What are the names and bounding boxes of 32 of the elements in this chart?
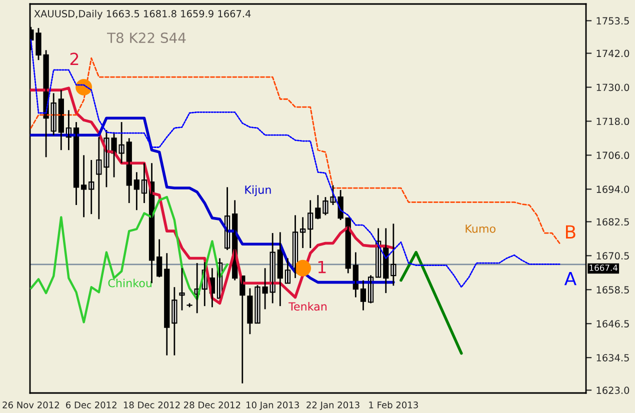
- x-tick-label: 1 Feb 2013: [369, 401, 418, 408]
- annotation: T8 K22 S44: [107, 32, 186, 44]
- y-tick-label: 1753.5: [596, 17, 629, 25]
- y-tick-label: 1682.5: [596, 218, 629, 226]
- series-label: Chinkou: [108, 278, 152, 288]
- text: Kijun: [245, 185, 271, 196]
- y-tick-label: 1670.5: [596, 252, 629, 260]
- y-tick-label: 1634.5: [596, 354, 629, 362]
- y-tick-label: 1742.0: [596, 50, 630, 58]
- series-label: B: [566, 225, 576, 238]
- series-label: A: [564, 272, 576, 286]
- y-tick-label: 1694.0: [596, 186, 630, 193]
- x-tick-label: 28 Dec 2012: [184, 401, 240, 408]
- text: XAUUSD,Daily 1663.5 1681.8 1659.9 1667.4: [34, 10, 251, 20]
- y-tick-label: 1706.0: [596, 152, 630, 160]
- line-series: [30, 196, 228, 324]
- x-tick-label: 26 Nov 2012: [2, 401, 59, 408]
- x-tick-label: 10 Jan 2013: [246, 401, 299, 410]
- candlestick: [179, 267, 185, 312]
- y-tick-label: 1658.5: [596, 286, 629, 294]
- annotation: Kumo: [466, 224, 496, 233]
- ref-line-label: 1667.4: [590, 264, 618, 271]
- annotation: 2: [70, 52, 78, 66]
- y-tick-label: 1623.0: [596, 386, 630, 394]
- x-tick-label: 18 Dec 2012: [124, 401, 180, 408]
- y-tick-label: 1718.0: [596, 118, 630, 126]
- x-tick-label: 6 Dec 2012: [66, 401, 116, 408]
- x-tick-label: 22 Jan 2013: [306, 401, 360, 410]
- annotation: 1: [318, 260, 326, 274]
- y-tick-label: 1730.0: [596, 84, 630, 92]
- y-tick-label: 1646.5: [596, 320, 629, 328]
- series-label: Tenkan: [288, 302, 326, 311]
